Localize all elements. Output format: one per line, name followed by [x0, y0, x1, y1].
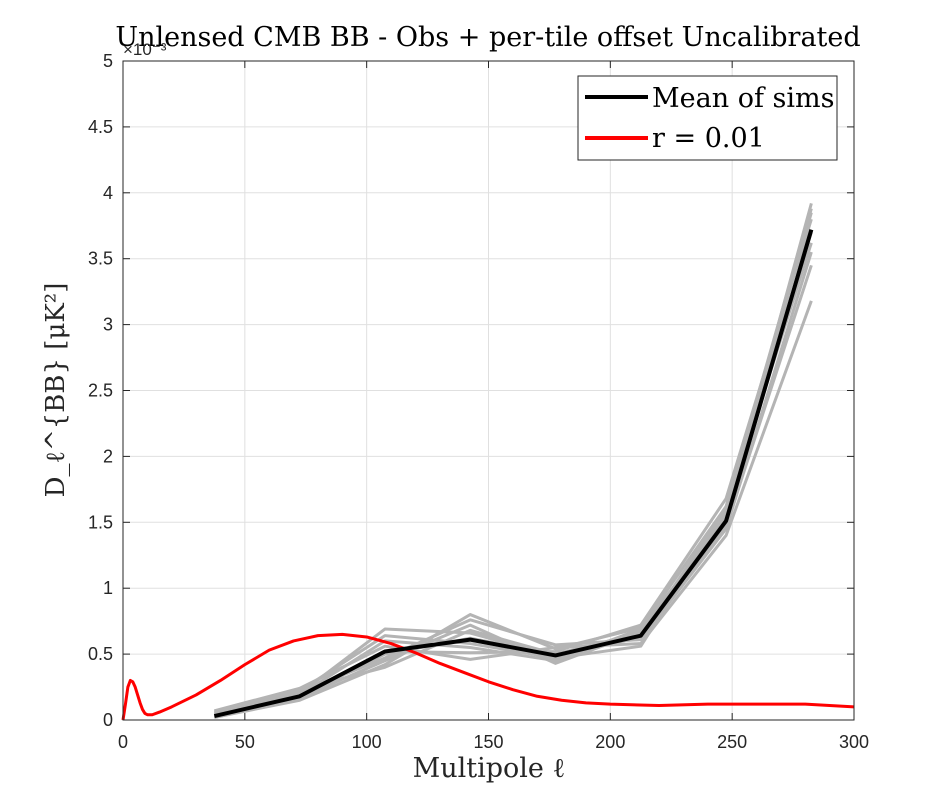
- chart-title: Unlensed CMB BB - Obs + per-tile offset …: [115, 22, 860, 53]
- y-tick-label: 2.5: [88, 381, 113, 401]
- y-tick-label: 4: [103, 183, 113, 203]
- x-axis-label: Multipole ℓ: [413, 753, 566, 784]
- y-tick-label: 2: [103, 446, 113, 466]
- y-tick-label: 1.5: [88, 512, 113, 532]
- legend-label-r: r = 0.01: [652, 123, 765, 154]
- series-line-mean-of-sims: [213, 229, 814, 718]
- x-tick-label: 0: [118, 732, 128, 752]
- tick-layer: 0 50 100 150 200 250 300 0 0.5 1 1.5 2 2.5 3 3.5 4 4.5 5: [88, 51, 869, 752]
- y-tick-label: 3.5: [88, 249, 113, 269]
- y-tick-label: 0: [103, 710, 113, 730]
- y-tick-label: 0.5: [88, 644, 113, 664]
- x-tick-label: 50: [235, 732, 255, 752]
- x-tick-label: 100: [352, 732, 382, 752]
- legend-box: [577, 75, 838, 161]
- x-tick-label: 200: [595, 732, 625, 752]
- x-tick-label: 300: [839, 732, 869, 752]
- sim-curve-10: [213, 231, 813, 718]
- data-series: [121, 229, 855, 721]
- x-tick-label: 250: [717, 732, 747, 752]
- y-tick-label: 3: [103, 315, 113, 335]
- y-axis-label: D_ℓ^{BB} [μK²]: [41, 283, 71, 498]
- x-tick-label: 150: [473, 732, 503, 752]
- y-tick-label: 5: [103, 51, 113, 71]
- legend-label-mean: Mean of sims: [652, 83, 834, 114]
- y-tick-label: 4.5: [88, 117, 113, 137]
- y-tick-label: 1: [103, 578, 113, 598]
- legend: Mean of sims r = 0.01: [577, 75, 838, 161]
- y-exponent-label: ×10⁻³: [123, 40, 167, 59]
- series-line-r-0-01: [121, 632, 855, 721]
